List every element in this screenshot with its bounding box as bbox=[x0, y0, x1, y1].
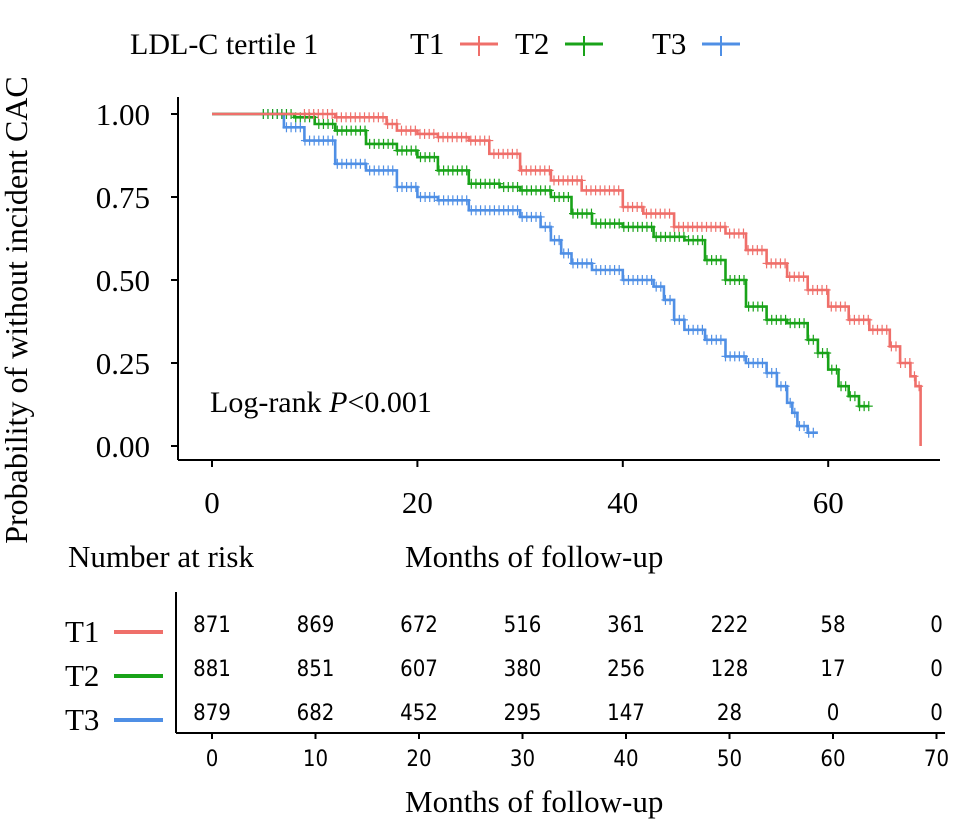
risk-cell: 0 bbox=[930, 701, 943, 726]
x-tick-label: 60 bbox=[813, 485, 844, 520]
risk-cell: 452 bbox=[400, 701, 438, 726]
risk-row-label: T3 bbox=[65, 702, 99, 737]
risk-cell: 0 bbox=[930, 613, 943, 638]
y-tick-label: 0.50 bbox=[96, 263, 150, 298]
risk-cell: 222 bbox=[711, 613, 749, 638]
risk-cell: 256 bbox=[607, 657, 645, 682]
risk-cell: 516 bbox=[504, 613, 542, 638]
x-axis-title: Months of follow-up bbox=[405, 539, 663, 574]
logrank-p: P bbox=[328, 386, 347, 419]
logrank-annotation: Log-rank P<0.001 bbox=[210, 386, 432, 419]
x-tick-label: 20 bbox=[402, 485, 433, 520]
risk-row-label: T2 bbox=[65, 658, 99, 693]
risk-x-tick-label: 10 bbox=[303, 747, 328, 772]
risk-cell: 0 bbox=[827, 701, 840, 726]
series-line-T3 bbox=[212, 112, 818, 434]
legend-label: T2 bbox=[515, 26, 549, 61]
y-tick-label: 1.00 bbox=[96, 97, 150, 132]
logrank-prefix: Log-rank bbox=[210, 386, 329, 419]
risk-cell: 295 bbox=[504, 701, 542, 726]
legend-item-T3: T3 bbox=[652, 26, 740, 61]
risk-row-label: T1 bbox=[65, 614, 99, 649]
risk-x-tick-label: 50 bbox=[717, 747, 742, 772]
risk-cell: 128 bbox=[711, 657, 749, 682]
risk-cell: 147 bbox=[607, 701, 645, 726]
risk-x-tick-label: 20 bbox=[406, 747, 431, 772]
risk-cell: 682 bbox=[297, 701, 335, 726]
y-tick-label: 0.75 bbox=[96, 180, 150, 215]
censor-marks-T1 bbox=[300, 109, 924, 392]
legend-title: LDL-C tertile 1 bbox=[130, 28, 318, 61]
censor-marks-T2 bbox=[259, 109, 873, 412]
risk-cell: 380 bbox=[504, 657, 542, 682]
risk-cell: 361 bbox=[607, 613, 645, 638]
risk-cell: 607 bbox=[400, 657, 438, 682]
legend-label: T3 bbox=[652, 26, 686, 61]
risk-cell: 672 bbox=[400, 613, 438, 638]
risk-cell: 879 bbox=[193, 701, 231, 726]
risk-cell: 58 bbox=[820, 613, 845, 638]
legend-label: T1 bbox=[410, 26, 444, 61]
risk-x-tick-label: 0 bbox=[206, 747, 219, 772]
survival-plot: 0.00 0.25 0.50 0.75 1.00 0 20 40 60 bbox=[96, 97, 940, 520]
risk-table-x-title: Months of follow-up bbox=[405, 784, 663, 819]
logrank-suffix: <0.001 bbox=[347, 386, 431, 419]
y-axis-title: Probability of without incident CAC bbox=[0, 76, 34, 544]
legend: LDL-C tertile 1 T1 T2 T3 bbox=[130, 26, 740, 61]
risk-x-tick-label: 60 bbox=[820, 747, 845, 772]
x-tick-label: 0 bbox=[204, 485, 220, 520]
risk-table-title: Number at risk bbox=[68, 539, 254, 574]
risk-cell: 17 bbox=[820, 657, 845, 682]
risk-x-tick-label: 70 bbox=[924, 747, 949, 772]
legend-item-T1: T1 bbox=[410, 26, 498, 61]
risk-cell: 869 bbox=[297, 613, 335, 638]
x-tick-label: 40 bbox=[607, 485, 638, 520]
legend-item-T2: T2 bbox=[515, 26, 603, 61]
risk-cell: 0 bbox=[930, 657, 943, 682]
risk-x-tick-label: 30 bbox=[510, 747, 535, 772]
risk-cell: 851 bbox=[297, 657, 335, 682]
risk-cell: 881 bbox=[193, 657, 231, 682]
y-tick-label: 0.00 bbox=[96, 429, 150, 464]
y-tick-label: 0.25 bbox=[96, 346, 150, 381]
risk-x-tick-label: 40 bbox=[613, 747, 638, 772]
risk-cell: 28 bbox=[717, 701, 742, 726]
risk-cell: 871 bbox=[193, 613, 231, 638]
